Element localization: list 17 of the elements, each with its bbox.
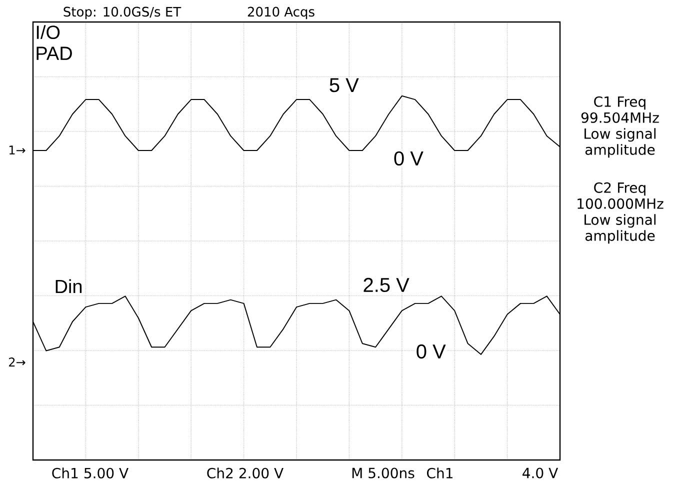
series-label: Din <box>56 279 82 294</box>
text: Ch1 <box>427 468 452 478</box>
text: 1→ <box>9 146 26 154</box>
text: 2→ <box>9 358 26 366</box>
text: C2 Freq 100.000MHz Low signal amplitude <box>578 182 664 244</box>
text: Stop: 10.0GS/s ET <box>64 6 182 20</box>
text: M 5.00ns <box>352 468 414 478</box>
text: 5 V <box>330 78 359 92</box>
text: Ch2 2.00 V <box>207 468 284 478</box>
text: C1 Freq 99.504MHz Low signal amplitude <box>581 96 659 158</box>
text: Ch1 5.00 V <box>52 468 128 478</box>
annotation: 2.5 V <box>364 278 410 292</box>
text: 2010 Acqs <box>248 6 314 20</box>
text: I/O PAD <box>36 25 72 60</box>
annotation: 0 V <box>416 344 446 359</box>
text: 4.0 V <box>522 468 558 478</box>
annotation: 0 V <box>394 151 424 166</box>
